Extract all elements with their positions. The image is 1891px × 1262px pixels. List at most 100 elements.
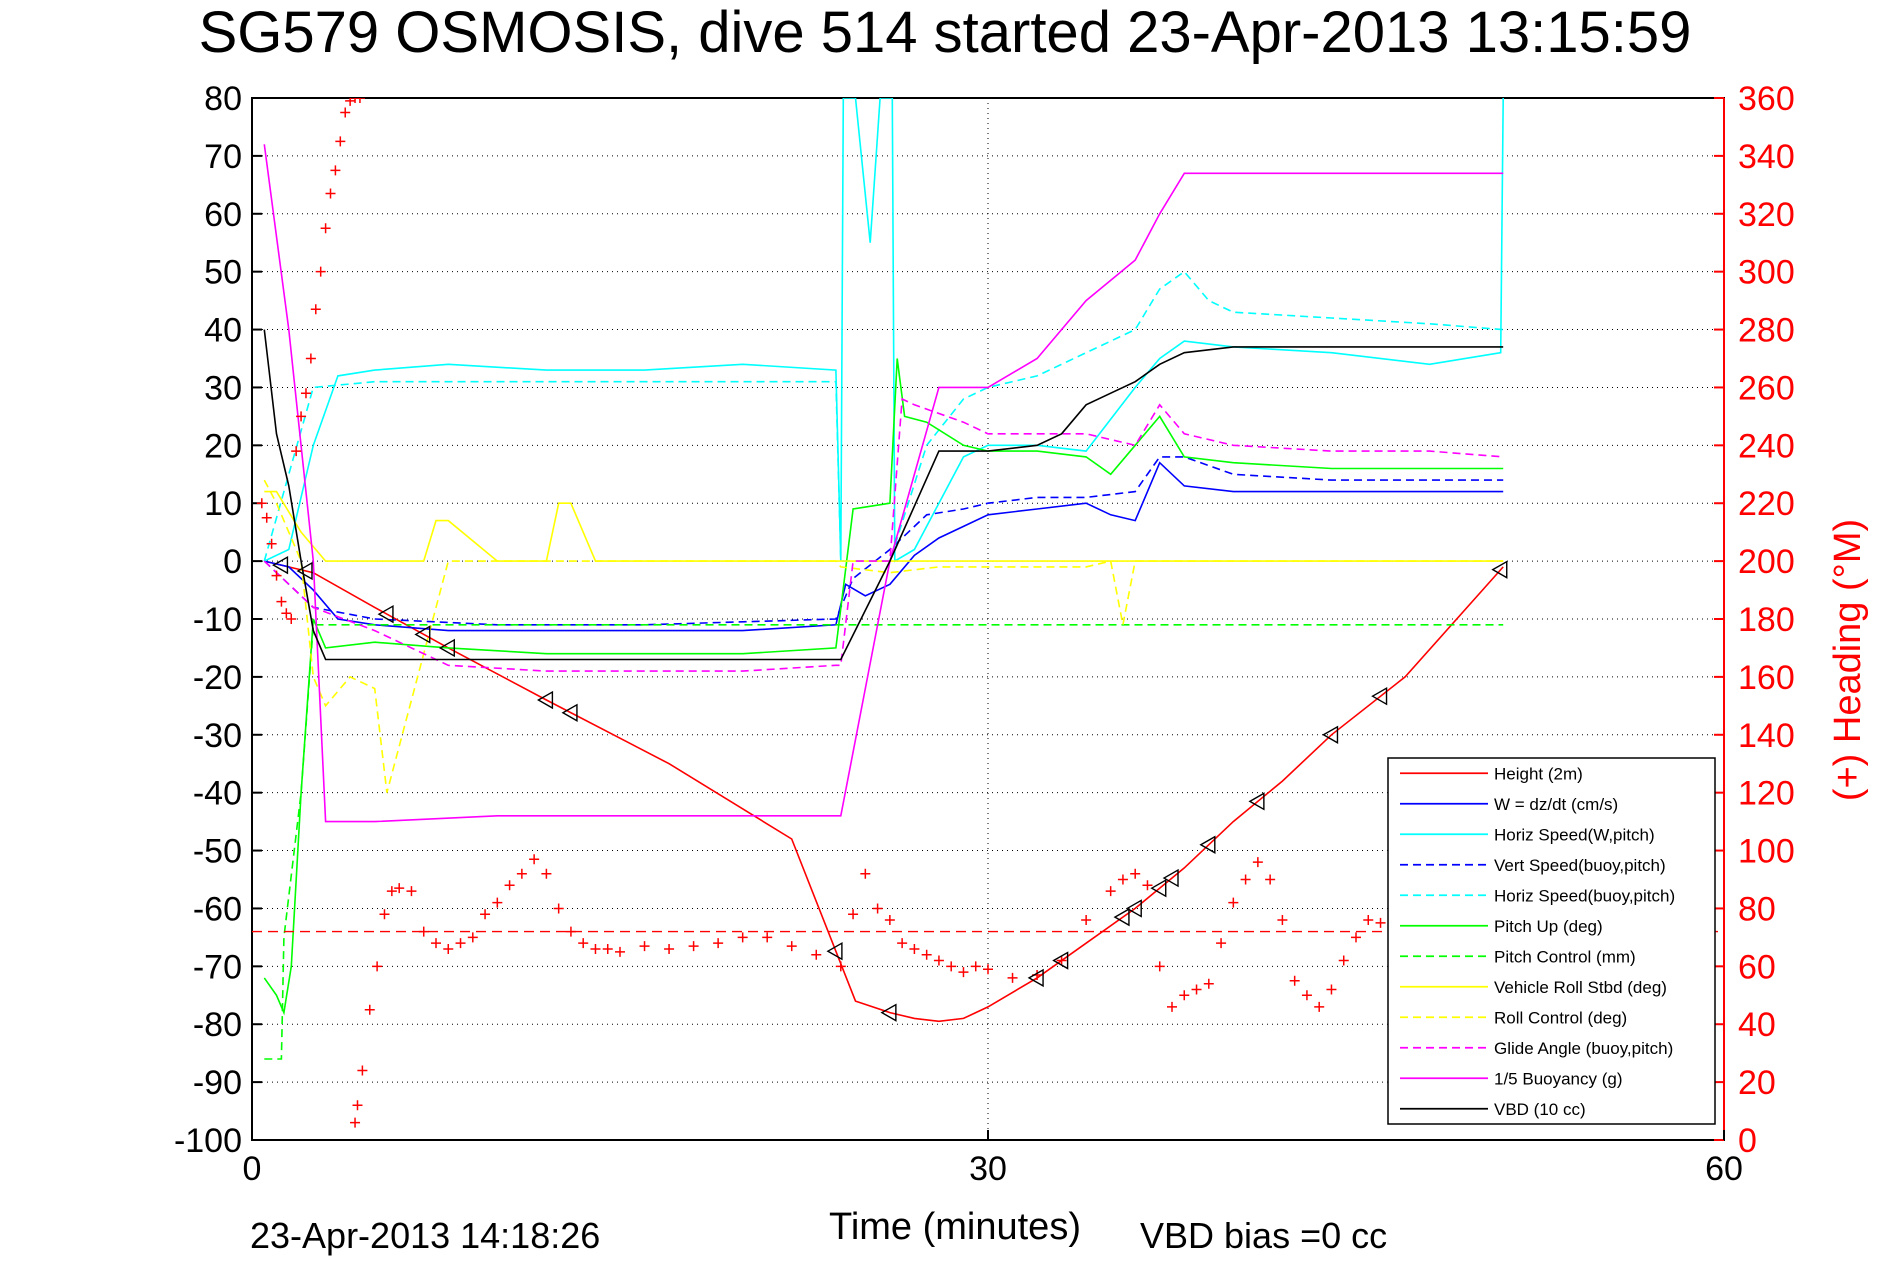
legend-label: 1/5 Buoyancy (g)	[1494, 1069, 1623, 1088]
y-right-tick-label: 240	[1738, 427, 1795, 465]
heading-point	[296, 411, 307, 422]
legend-label: Vehicle Roll Stbd (deg)	[1494, 978, 1667, 997]
heading-point	[1142, 880, 1153, 891]
heading-point	[455, 938, 466, 949]
y-tick-label: -30	[193, 717, 242, 755]
y-right-tick-label: 200	[1738, 543, 1795, 581]
y-right-tick-label: 260	[1738, 369, 1795, 407]
y-tick-label: 50	[204, 254, 242, 292]
heading-point	[835, 961, 846, 972]
heading-point	[1252, 857, 1263, 868]
triangle-marker	[1125, 899, 1142, 918]
y-tick-label: -70	[193, 948, 242, 986]
y-right-tick-label: 40	[1738, 1006, 1776, 1044]
heading-point	[1314, 1001, 1325, 1012]
heading-point	[1007, 972, 1018, 983]
y-tick-label: 60	[204, 196, 242, 234]
y-right-tick-label: 180	[1738, 601, 1795, 639]
heading-point	[946, 961, 957, 972]
y-tick-label: 40	[204, 312, 242, 350]
heading-point	[1338, 955, 1349, 966]
footer-timestamp: 23-Apr-2013 14:18:26	[250, 1215, 600, 1256]
x-tick-label: 30	[969, 1150, 1007, 1188]
triangle-marker	[1162, 868, 1179, 888]
heading-point	[1301, 990, 1312, 1001]
heading-point	[1203, 978, 1214, 989]
heading-point	[737, 932, 748, 943]
heading-point	[1056, 955, 1067, 966]
triangle-marker	[826, 941, 843, 961]
x-tick-label: 60	[1705, 1150, 1743, 1188]
y-tick-label: -90	[193, 1064, 242, 1102]
y-tick-label: -100	[174, 1122, 242, 1160]
triangle-marker	[536, 690, 554, 710]
series-layer	[263, 98, 1504, 1060]
heading-point	[504, 880, 515, 891]
heading-point	[1117, 874, 1128, 885]
triangle-marker	[1371, 686, 1388, 706]
heading-point	[352, 1100, 363, 1111]
heading-point	[664, 943, 675, 954]
y-right-tick-label: 120	[1738, 775, 1795, 813]
heading-point	[330, 165, 341, 176]
legend-label: Horiz Speed(W,pitch)	[1494, 825, 1655, 844]
series-line-8	[264, 490, 1504, 562]
heading-point	[1228, 897, 1239, 908]
heading-point	[1240, 874, 1251, 885]
heading-point	[291, 446, 302, 457]
series-line-6	[263, 358, 1504, 1016]
y-right-tick-label: 220	[1738, 485, 1795, 523]
chart-title: SG579 OSMOSIS, dive 514 started 23-Apr-2…	[199, 0, 1692, 65]
y-tick-label: 20	[204, 427, 242, 465]
heading-point	[1216, 938, 1227, 949]
heading-point	[884, 915, 895, 926]
triangle-marker	[1027, 968, 1044, 988]
triangle-marker	[1113, 907, 1130, 927]
heading-point	[602, 943, 613, 954]
heading-point	[286, 614, 297, 624]
y-tick-label: 80	[204, 80, 242, 118]
heading-point	[276, 596, 287, 607]
y-right-tick-label: 280	[1738, 312, 1795, 350]
series-line-9	[263, 479, 1504, 793]
heading-point	[578, 938, 589, 949]
heading-point	[1191, 984, 1202, 995]
heading-point	[467, 932, 478, 943]
triangle-marker	[414, 625, 431, 644]
y-tick-label: 30	[204, 369, 242, 407]
y-tick-label: -20	[193, 659, 242, 697]
heading-point	[1154, 961, 1165, 972]
series-line-12	[263, 329, 1504, 661]
series-line-5	[263, 270, 1504, 562]
heading-point	[786, 941, 797, 952]
heading-point	[350, 1117, 361, 1128]
heading-layer	[252, 98, 1724, 1128]
legend-label: Glide Angle (buoy,pitch)	[1494, 1039, 1673, 1058]
heading-point	[492, 897, 503, 908]
heading-point	[431, 938, 441, 949]
y-right-tick-label: 300	[1738, 254, 1795, 292]
heading-point	[340, 107, 351, 118]
y-right-tick-label: 160	[1738, 659, 1795, 697]
heading-point	[443, 943, 454, 954]
heading-point	[811, 949, 822, 960]
heading-point	[970, 961, 981, 972]
legend-label: Vert Speed(buoy,pitch)	[1494, 856, 1666, 875]
heading-point	[256, 498, 267, 509]
heading-point	[909, 943, 920, 954]
series-line-2	[264, 461, 1504, 632]
heading-point	[553, 903, 564, 914]
legend-label: Horiz Speed(buoy,pitch)	[1494, 886, 1675, 905]
y-tick-label: -50	[193, 833, 242, 871]
triangle-marker	[561, 703, 578, 722]
heading-point	[983, 964, 993, 975]
y-tick-label: -60	[193, 890, 242, 928]
y-right-tick-label: 320	[1738, 196, 1795, 234]
triangle-marker	[377, 604, 394, 624]
heading-point	[615, 946, 625, 957]
heading-point	[300, 388, 311, 399]
heading-point	[933, 955, 944, 966]
series-line-1	[264, 560, 1504, 1023]
triangle-marker	[296, 561, 313, 581]
triangle-marker	[1150, 878, 1167, 898]
